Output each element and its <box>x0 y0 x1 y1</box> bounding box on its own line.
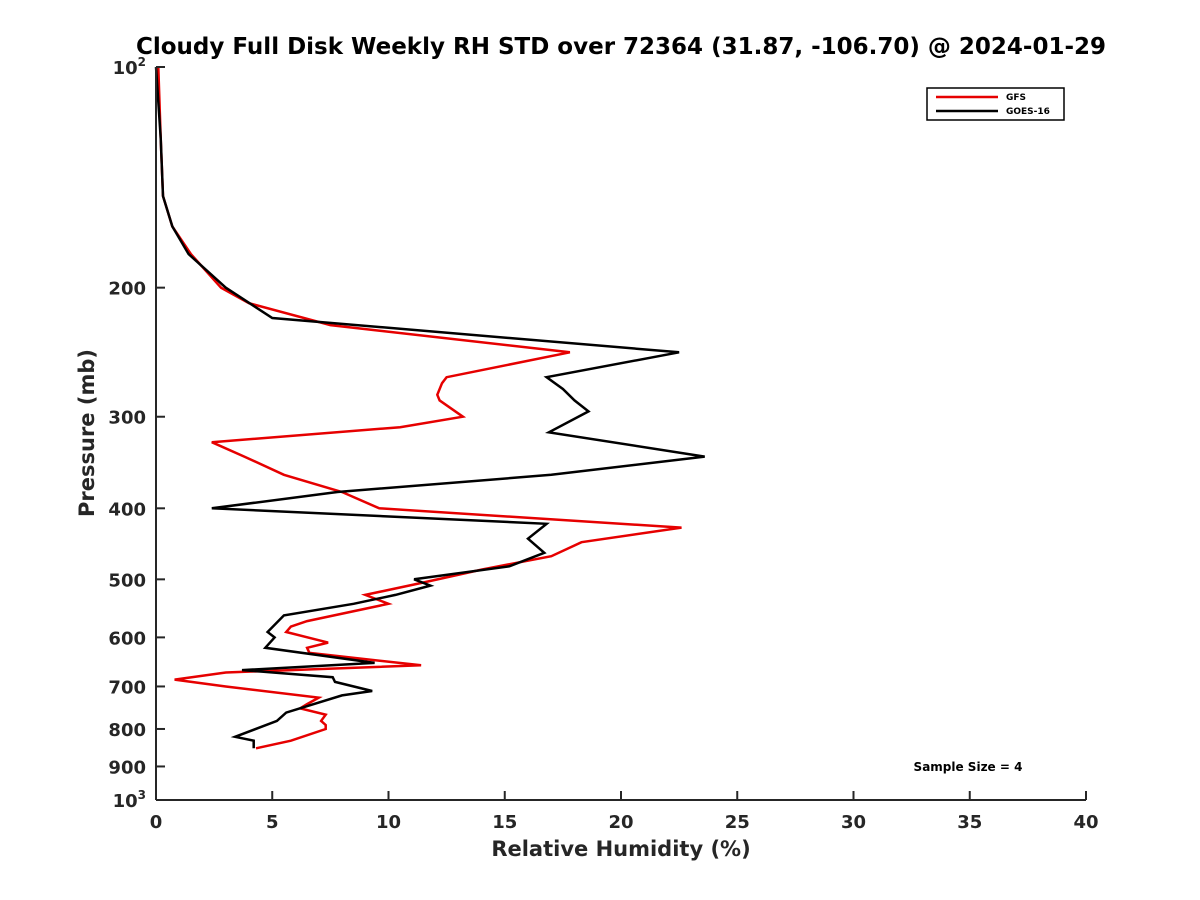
plot-area: 0 5 10 15 20 25 30 35 40 102 200 300 400 500 600 700 80… <box>108 55 1098 833</box>
legend: GFS GOES-16 <box>926 87 1065 121</box>
x-tick-label: 25 <box>725 812 750 833</box>
x-tick-label: 35 <box>957 812 982 833</box>
x-tick-label: 30 <box>841 812 866 833</box>
x-tick-label: 10 <box>376 812 401 833</box>
y-tick-label: 400 <box>108 499 146 520</box>
x-tick-label: 15 <box>492 812 517 833</box>
x-ticks: 0 5 10 15 20 25 30 35 40 <box>150 791 1099 833</box>
y-axis-label: Pressure (mb) <box>75 349 99 517</box>
y-tick-label: 900 <box>108 757 146 778</box>
x-tick-label: 0 <box>150 812 163 833</box>
y-tick-label: 700 <box>108 677 146 698</box>
legend-label-gfs: GFS <box>1006 93 1026 103</box>
y-tick-label: 200 <box>108 279 146 300</box>
y-tick-label: 800 <box>108 720 146 741</box>
chart-title: Cloudy Full Disk Weekly RH STD over 7236… <box>136 34 1106 60</box>
sample-size-annotation: Sample Size = 4 <box>914 760 1023 774</box>
y-tick-label: 600 <box>108 628 146 649</box>
x-tick-label: 40 <box>1073 812 1098 833</box>
y-ticks: 102 200 300 400 500 600 700 800 900 103 <box>108 55 165 812</box>
plot-background <box>156 67 1086 800</box>
series-line-goes16 <box>154 66 705 749</box>
x-tick-label: 20 <box>608 812 633 833</box>
y-tick-label: 500 <box>108 570 146 591</box>
y-tick-label: 102 <box>113 55 146 79</box>
y-tick-label: 300 <box>108 408 146 429</box>
x-axis-label: Relative Humidity (%) <box>491 837 750 861</box>
y-tick-label: 103 <box>113 788 146 812</box>
legend-label-goes16: GOES-16 <box>1006 107 1050 117</box>
series-layer <box>154 66 705 750</box>
x-tick-label: 5 <box>266 812 279 833</box>
legend-box <box>926 87 1065 121</box>
